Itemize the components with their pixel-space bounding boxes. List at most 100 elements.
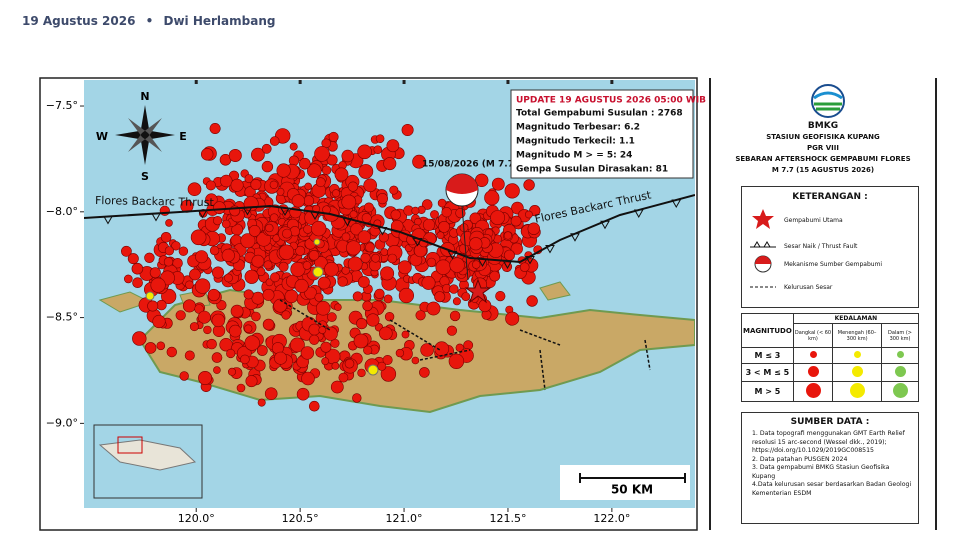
inset-highlight: [117, 436, 143, 454]
panel-subtitle: M 7.7 (15 AGUSTUS 2026): [771, 166, 875, 174]
compass: N S W E: [96, 90, 187, 183]
aftershock: [345, 240, 361, 256]
aftershock: [274, 351, 288, 365]
aftershock: [452, 297, 461, 306]
aftershock: [175, 310, 186, 321]
fault-tooth: [310, 211, 320, 221]
aftershock: [363, 345, 373, 355]
aftershock: [163, 257, 174, 267]
aftershock: [505, 311, 520, 326]
aftershock: [315, 177, 326, 188]
compass-w: W: [96, 130, 108, 143]
aftershock: [166, 346, 178, 358]
aftershock: [295, 245, 306, 256]
fault-tooth: [412, 238, 423, 247]
aftershock: [147, 300, 159, 312]
aftershock: [446, 325, 458, 336]
mag-class: M ≤ 3: [741, 347, 794, 364]
fault-tooth: [197, 210, 208, 219]
aftershock: [523, 179, 535, 191]
aftershock: [352, 393, 362, 403]
aftershock: [261, 143, 272, 154]
aftershock: [213, 366, 221, 374]
aftershock: [411, 206, 420, 215]
aftershock: [344, 358, 355, 369]
aftershock: [213, 216, 223, 226]
aftershock: [519, 262, 530, 273]
aftershock: [365, 242, 375, 253]
aftershock: [437, 198, 447, 208]
aftershock: [323, 326, 338, 341]
aftershock: [434, 291, 446, 303]
aftershock: [337, 276, 348, 287]
aftershock: [144, 342, 157, 354]
source: 2. Data patahan PUSGEN 2024: [752, 455, 848, 463]
aftershock: [360, 252, 371, 264]
aftershock: [203, 325, 212, 335]
source: 3. Data gempabumi BMKG Stasiun Geofisika…: [752, 464, 890, 480]
aftershock: [489, 270, 501, 282]
legend-symbols: [750, 209, 776, 288]
aftershock-medium: [367, 364, 379, 376]
aftershock: [328, 131, 339, 142]
aftershock: [185, 280, 194, 290]
aftershock-medium: [313, 238, 321, 246]
aftershock: [144, 252, 155, 263]
fault-tooth: [242, 207, 253, 216]
legend-title: KETERANGAN :: [792, 192, 868, 202]
aftershock: [302, 261, 312, 270]
aftershock: [315, 300, 331, 316]
info-line: Total Gempabumi Susulan : 2768: [516, 109, 683, 119]
aftershock: [412, 154, 426, 169]
aftershock: [281, 310, 291, 320]
source: 1. Data topografi menggunakan GMT Earth …: [752, 430, 905, 454]
aftershock: [291, 194, 305, 208]
fault-tooth: [477, 258, 488, 268]
aftershock: [357, 230, 372, 244]
aftershock: [327, 312, 337, 322]
depth-class: Menengah (60–300 km): [832, 323, 882, 348]
mag-class: M > 5: [741, 381, 794, 402]
fault-tooth: [103, 216, 113, 225]
aftershock: [426, 301, 441, 316]
aftershock: [290, 261, 306, 277]
aftershock: [321, 357, 330, 366]
station: STASIUN GEOFISIKA KUPANG: [766, 133, 880, 141]
aftershock: [504, 183, 520, 199]
bmkg-logo: [811, 84, 845, 118]
aftershock: [230, 304, 244, 318]
aftershock: [378, 232, 389, 243]
fault-tooth: [545, 245, 555, 254]
aftershock: [251, 311, 261, 322]
fault-tooth: [377, 227, 388, 236]
aftershock: [441, 207, 452, 218]
aftershock: [244, 174, 254, 184]
aftershock: [306, 163, 322, 178]
aftershock: [490, 210, 505, 225]
aftershock: [375, 134, 385, 143]
aftershock: [121, 245, 132, 257]
aftershock: [244, 324, 253, 333]
aftershock: [187, 182, 202, 196]
author[interactable]: Dwi Herlambang: [163, 14, 276, 28]
aftershock: [415, 310, 426, 321]
agency: BMKG: [807, 121, 839, 131]
aftershock: [357, 144, 372, 160]
aftershock: [525, 210, 533, 219]
aftershock: [270, 272, 280, 283]
aftershock: [171, 241, 181, 251]
aftershock: [390, 209, 401, 220]
aftershock: [430, 210, 439, 219]
aftershock: [386, 139, 400, 153]
aftershock: [303, 224, 313, 234]
aftershock: [334, 167, 349, 182]
aftershock: [209, 245, 220, 256]
aftershock: [420, 343, 434, 357]
aftershock: [304, 182, 313, 191]
aftershock: [527, 222, 540, 235]
aftershock: [380, 366, 397, 382]
aftershock: [308, 250, 320, 261]
aftershock: [357, 276, 370, 288]
fault-tooth: [570, 233, 580, 242]
aftershock: [189, 322, 199, 332]
